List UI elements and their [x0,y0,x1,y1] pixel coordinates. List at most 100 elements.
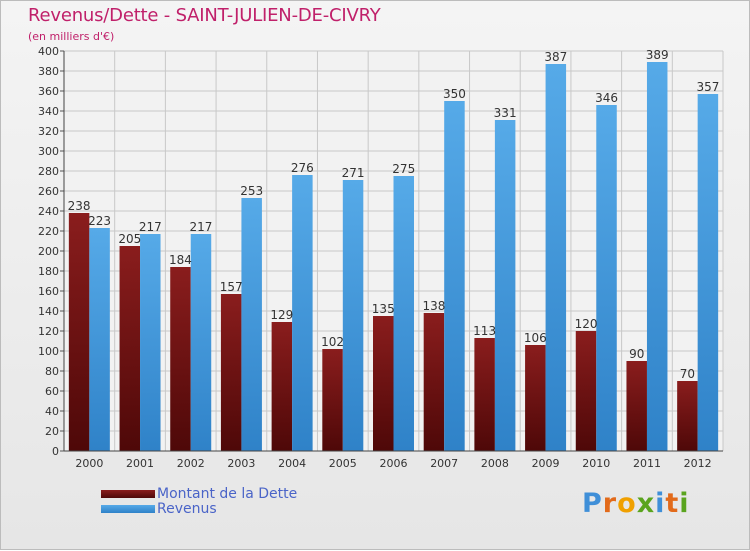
y-tick-label: 200 [38,245,59,258]
bar-revenus [494,120,516,451]
bar-dette [271,322,293,451]
y-tick-label: 220 [38,225,59,238]
bar-revenus [545,64,567,451]
y-tick-label: 180 [38,265,59,278]
data-label-dette: 238 [68,199,91,213]
bar-revenus [89,228,110,451]
y-tick-label: 80 [45,365,59,378]
x-tick-label: 2009 [532,457,560,470]
y-tick-label: 140 [38,305,59,318]
bar-revenus [393,176,414,451]
x-tick-label: 2002 [177,457,205,470]
bar-dette [119,246,141,451]
bar-dette [677,381,698,451]
y-tick-label: 280 [38,165,59,178]
data-label-dette: 70 [680,367,695,381]
data-label-dette: 184 [169,253,192,267]
bar-dette [170,267,191,451]
data-label-revenus: 217 [190,220,213,234]
data-label-revenus: 331 [494,106,517,120]
bar-dette [575,331,597,451]
data-label-dette: 120 [575,317,598,331]
y-tick-label: 400 [38,45,59,58]
chart-subtitle: (en milliers d'€) [28,30,115,43]
legend-swatch-dette [101,490,155,498]
legend-label-revenus: Revenus [157,501,217,517]
logo-letter: r [602,488,618,519]
y-tick-label: 380 [38,65,59,78]
data-label-revenus: 387 [544,50,567,64]
y-tick-label: 240 [38,205,59,218]
bar-revenus [140,234,161,451]
bar-dette [220,294,242,451]
bar-dette [626,361,647,451]
x-tick-label: 2004 [278,457,306,470]
bar-revenus [697,94,719,451]
data-label-dette: 113 [473,324,496,338]
data-label-dette: 129 [270,308,293,322]
legend-label-dette: Montant de la Dette [157,486,298,502]
y-tick-label: 300 [38,145,59,158]
data-label-dette: 205 [118,232,141,246]
logo-letter: t [665,488,680,519]
bar-revenus [292,175,313,451]
y-tick-label: 60 [45,385,59,398]
x-tick-label: 2011 [633,457,661,470]
data-label-dette: 157 [220,280,243,294]
proxiti-logo: Proxiti [582,488,690,519]
data-label-dette: 102 [321,335,344,349]
bar-revenus [444,101,465,451]
data-label-revenus: 389 [646,48,669,62]
data-label-revenus: 346 [595,91,618,105]
bar-dette [525,345,546,451]
bar-dette [373,316,394,451]
x-tick-label: 2008 [481,457,509,470]
data-label-revenus: 275 [392,162,415,176]
y-tick-label: 40 [45,405,59,418]
logo-letter: P [582,488,603,519]
legend-swatch-revenus [101,505,155,513]
y-tick-label: 340 [38,105,59,118]
bar-dette [322,349,343,451]
x-tick-label: 2006 [380,457,408,470]
logo-letter: o [617,488,637,519]
data-label-dette: 90 [629,347,644,361]
x-tick-label: 2010 [582,457,610,470]
bar-revenus [596,105,617,451]
data-label-dette: 106 [524,331,547,345]
y-tick-label: 20 [45,425,59,438]
x-tick-label: 2005 [329,457,357,470]
data-label-dette: 135 [372,302,395,316]
chart-title: Revenus/Dette - SAINT-JULIEN-DE-CIVRY [28,5,381,26]
bar-revenus [190,234,212,451]
logo-letter: i [655,488,666,519]
legend-item-dette: Montant de la Dette [101,486,321,503]
y-tick-label: 100 [38,345,59,358]
y-tick-label: 0 [52,445,59,458]
bar-revenus [241,198,262,451]
data-label-revenus: 223 [88,214,111,228]
x-tick-label: 2012 [684,457,712,470]
bar-dette [68,213,90,451]
y-tick-label: 120 [38,325,59,338]
y-tick-label: 260 [38,185,59,198]
y-tick-label: 360 [38,85,59,98]
bar-dette [423,313,445,451]
x-tick-label: 2001 [126,457,154,470]
data-label-revenus: 271 [342,166,365,180]
y-tick-label: 160 [38,285,59,298]
logo-letter: i [679,488,690,519]
data-label-revenus: 350 [443,87,466,101]
data-label-revenus: 357 [696,80,719,94]
legend-item-revenus: Revenus [101,501,321,518]
bar-dette [474,338,495,451]
bar-revenus [646,62,668,451]
logo-letter: x [636,488,656,519]
data-label-revenus: 253 [240,184,263,198]
x-tick-label: 2003 [227,457,255,470]
data-label-revenus: 276 [291,161,314,175]
x-tick-label: 2000 [75,457,103,470]
data-label-dette: 138 [422,299,445,313]
